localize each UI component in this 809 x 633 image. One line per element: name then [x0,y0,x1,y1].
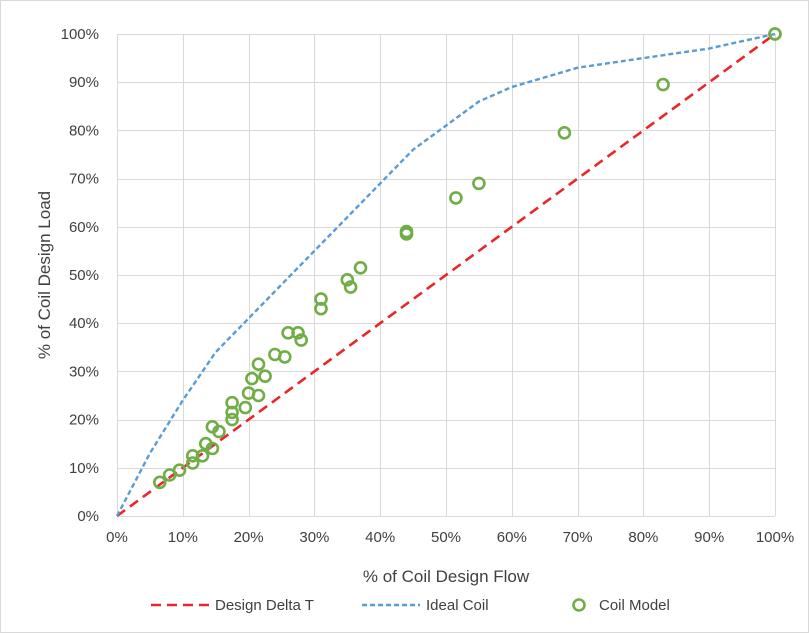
data-point-coil-model [314,301,328,316]
x-axis-title: % of Coil Design Flow [363,567,530,586]
x-tick-label: 10% [168,529,198,546]
x-tick-label: 80% [628,529,658,546]
data-point-coil-model [245,371,259,386]
data-point-coil-model [225,395,239,410]
legend-label: Coil Model [599,597,670,614]
y-tick-label: 10% [69,460,99,477]
data-point-coil-model [314,292,328,306]
data-point-coil-model [195,448,210,463]
y-tick-label: 50% [69,267,99,284]
legend-label: Ideal Coil [426,597,489,614]
y-tick-label: 90% [69,74,99,91]
legend-swatch [572,598,586,612]
data-point-coil-model [225,405,239,420]
data-point-coil-model [472,176,486,191]
series-line-ideal-coil [115,32,776,517]
y-tick-label: 40% [69,315,99,332]
y-axis-title: % of Coil Design Load [35,191,54,359]
data-point-coil-model [212,424,226,439]
data-point-coil-model [238,400,253,415]
x-tick-label: 40% [365,529,395,546]
x-tick-label: 70% [563,529,593,546]
data-point-coil-model [251,388,266,403]
y-tick-label: 20% [69,412,99,429]
x-tick-label: 30% [299,529,329,546]
y-tick-label: 70% [69,171,99,188]
legend-item: Ideal Coil [362,597,489,614]
data-point-coil-model [656,77,670,92]
data-point-coil-model [277,350,292,364]
data-point-coil-model [340,272,355,287]
x-tick-label: 60% [497,529,527,546]
legend-item: Coil Model [572,597,670,614]
data-point-coil-model [557,126,572,140]
x-tick-label: 20% [234,529,264,546]
data-point-coil-model [172,463,187,478]
y-tick-label: 100% [61,26,99,43]
data-point-coil-model [399,224,414,239]
data-point-coil-model [768,27,782,41]
data-point-coil-model [153,475,167,490]
x-tick-label: 50% [431,529,461,546]
x-tick-labels: 0% 10% 20% 30% 40% 50% 60% 70% 80% 90% 100% [106,529,794,546]
series-layer [115,27,782,518]
data-point-coil-model [291,325,305,340]
x-tick-label: 100% [756,529,794,546]
series-line-design-delta-t [116,32,776,518]
y-tick-labels: 0% 10% 20% 30% 40% 50% 60% 70% 80% 90% 100% [61,26,99,525]
legend: Design Delta T Ideal Coil Coil Model [151,597,670,614]
legend-label: Design Delta T [215,597,314,614]
y-tick-label: 80% [69,122,99,139]
x-tick-label: 0% [106,529,128,546]
data-point-coil-model [225,412,239,427]
x-tick-label: 90% [694,529,724,546]
data-point-coil-model [185,456,200,470]
y-tick-label: 0% [77,508,99,525]
data-point-coil-model [353,260,368,275]
y-tick-label: 30% [69,363,99,380]
data-point-coil-model [449,191,463,205]
y-tick-label: 60% [69,219,99,236]
data-point-coil-model [251,357,266,372]
data-point-coil-model [294,333,309,347]
data-point-coil-model [258,369,272,384]
data-point-coil-model [343,280,358,294]
data-point-coil-model [205,441,220,456]
legend-item: Design Delta T [151,597,314,614]
